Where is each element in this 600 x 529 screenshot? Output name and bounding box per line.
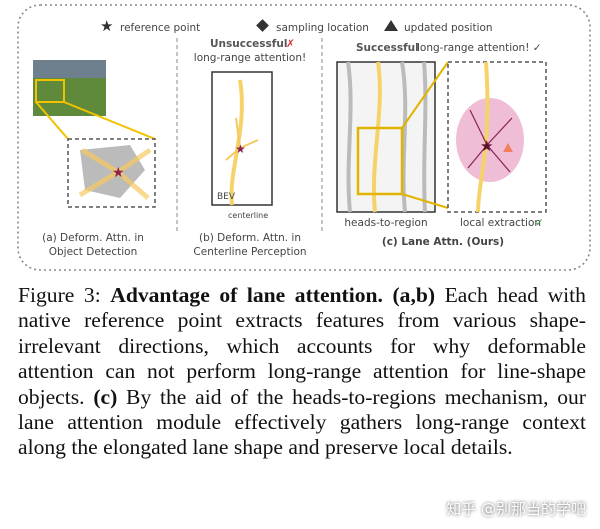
local-label: local extraction bbox=[460, 217, 541, 229]
local-mark: ✓ bbox=[535, 217, 544, 229]
subtitle-b: long-range attention! bbox=[194, 52, 306, 64]
lane bbox=[229, 79, 244, 206]
caption-b2: Centerline Perception bbox=[193, 246, 306, 258]
figure-frame bbox=[17, 4, 591, 271]
legend-reference: reference point bbox=[120, 22, 200, 34]
legend-updated: updated position bbox=[404, 22, 493, 34]
region-map bbox=[336, 61, 436, 213]
bev-box bbox=[211, 71, 273, 206]
triangle-icon bbox=[503, 143, 513, 152]
local-region bbox=[456, 98, 524, 182]
star-icon: ★ bbox=[235, 142, 246, 156]
legend-sampling: sampling location bbox=[276, 22, 369, 34]
attention-arrows bbox=[225, 117, 259, 161]
diamond-icon bbox=[256, 19, 269, 32]
caption-c-text: By the aid of the heads-to-regions mecha… bbox=[18, 384, 586, 460]
zoom-box bbox=[447, 61, 547, 213]
caption-title: Advantage of lane attention. bbox=[110, 283, 383, 307]
status-b: Unsuccessful bbox=[210, 38, 287, 50]
star-icon: ★ bbox=[112, 165, 125, 181]
figure-caption: Figure 3: Advantage of lane attention. (… bbox=[18, 283, 586, 461]
subtitle-c: long-range attention! ✓ bbox=[417, 42, 542, 54]
caption-ab-tag: (a,b) bbox=[392, 283, 436, 307]
photo-sky bbox=[33, 60, 106, 78]
caption-c: (c) Lane Attn. (Ours) bbox=[382, 236, 504, 248]
caption-c-tag: (c) bbox=[93, 384, 118, 409]
attention-arrows bbox=[467, 109, 513, 173]
caption-b1: (b) Deform. Attn. in bbox=[199, 232, 301, 244]
watermark: 知乎 @别那当的学吧 bbox=[446, 500, 586, 518]
zoom-line bbox=[63, 101, 156, 140]
status-c: Successful bbox=[356, 42, 419, 54]
status-b-mark: ✗ bbox=[286, 38, 295, 50]
star-icon: ★ bbox=[480, 137, 493, 155]
caption-label: Figure 3: bbox=[18, 283, 101, 307]
caption-a1: (a) Deform. Attn. in bbox=[42, 232, 144, 244]
caption-a2: Object Detection bbox=[49, 246, 138, 258]
attention-arrows bbox=[78, 147, 152, 200]
centerline-label: centerline bbox=[228, 211, 268, 220]
photo-box bbox=[35, 79, 65, 103]
head-region bbox=[356, 126, 404, 196]
zoom-line bbox=[401, 61, 449, 209]
star-icon: ★ bbox=[100, 17, 113, 35]
lane bbox=[476, 61, 490, 213]
heads-label: heads-to-region bbox=[344, 217, 427, 229]
bev-label: BEV bbox=[217, 192, 236, 202]
figure: ★ reference point sampling location upda… bbox=[17, 4, 591, 271]
zoom-box bbox=[67, 138, 156, 208]
triangle-icon bbox=[384, 20, 398, 31]
caption-ab-text: Each head with native reference point ex… bbox=[18, 283, 586, 409]
zoom-line bbox=[35, 101, 69, 140]
